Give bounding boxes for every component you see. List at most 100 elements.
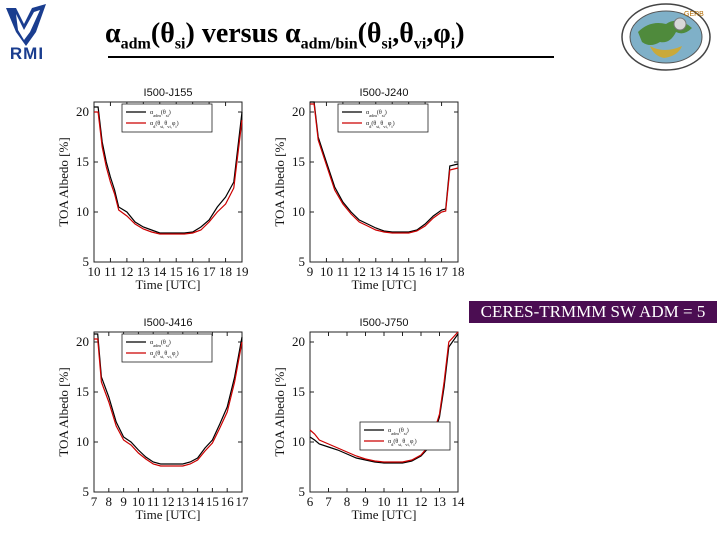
x-tick-label: 14 — [386, 264, 400, 279]
legend-label: αd(θsi,θvi,φi) — [150, 350, 179, 360]
x-axis-label: Time [UTC] — [136, 507, 201, 522]
y-tick-label: 15 — [292, 154, 305, 169]
x-tick-label: 8 — [106, 494, 113, 509]
page-title: αadm(θsi) versus αadm/bin(θsi,θvi,φi) — [105, 18, 625, 54]
title-part-5: ,θ — [392, 18, 414, 49]
chart-title: I500-J750 — [360, 317, 409, 329]
legend-box — [359, 421, 451, 451]
title-part-2: (θ — [150, 18, 175, 49]
x-tick-label: 8 — [344, 494, 351, 509]
y-tick-label: 20 — [76, 334, 89, 349]
series-line-adm-bin — [310, 103, 459, 234]
chart-title: I500-J416 — [144, 317, 193, 329]
x-tick-label: 13 — [176, 494, 189, 509]
x-tick-label: 9 — [120, 494, 127, 509]
legend-label: αadm(θsi) — [366, 109, 387, 118]
x-tick-label: 11 — [337, 264, 350, 279]
x-tick-label: 18 — [452, 264, 465, 279]
y-tick-label: 20 — [76, 104, 89, 119]
title-part-1: α — [105, 18, 121, 49]
x-tick-label: 17 — [435, 264, 449, 279]
x-tick-label: 7 — [325, 494, 332, 509]
title-underline — [108, 56, 554, 58]
title-part-7: ) — [455, 18, 465, 49]
title-sub-6: i — [450, 35, 456, 53]
ceres-adm-label: CERES-TRMMM SW ADM = 5 — [468, 300, 718, 324]
x-tick-label: 11 — [396, 494, 409, 509]
x-tick-label: 6 — [307, 494, 314, 509]
x-tick-label: 14 — [153, 264, 167, 279]
series-line-adm — [94, 333, 243, 465]
title-sub-5: vi — [413, 35, 427, 53]
x-tick-label: 9 — [307, 264, 314, 279]
series-line-adm — [310, 101, 459, 233]
legend-box — [121, 103, 213, 133]
gerb-logo: GERB — [621, 3, 711, 71]
y-tick-label: 5 — [83, 254, 90, 269]
y-tick-label: 5 — [83, 484, 90, 499]
x-tick-label: 19 — [236, 264, 249, 279]
x-tick-label: 18 — [219, 264, 232, 279]
chart-j750: I500-J750 6 7 8 9 10 11 12 13 14 5 10 15 20 Time [UTC]… — [272, 317, 466, 522]
x-tick-label: 13 — [433, 494, 446, 509]
y-tick-label: 15 — [76, 154, 89, 169]
x-tick-label: 7 — [91, 494, 98, 509]
x-axis-label: Time [UTC] — [136, 277, 201, 292]
legend-box — [337, 103, 429, 133]
x-tick-label: 10 — [88, 264, 101, 279]
x-tick-label: 10 — [132, 494, 145, 509]
y-axis-label: TOA Albedo [%] — [56, 367, 71, 456]
x-tick-label: 17 — [236, 494, 250, 509]
y-tick-label: 15 — [292, 384, 305, 399]
legend-label: αd(θsi,θvi,φi) — [150, 120, 179, 130]
rmi-logo-text: RMI — [9, 44, 45, 63]
title-part-6: ,φ — [426, 18, 451, 49]
legend-label: αadm(θsi) — [150, 109, 171, 118]
plot-frame — [309, 101, 459, 263]
x-tick-label: 12 — [162, 494, 175, 509]
legend-label: αd(θsi,θvi,φi) — [388, 438, 417, 448]
x-axis-label: Time [UTC] — [352, 507, 417, 522]
title-part-4: (θ — [357, 18, 382, 49]
legend-label: αadm(θsi) — [150, 339, 171, 348]
x-tick-label: 15 — [170, 264, 183, 279]
series-line-adm — [309, 333, 459, 464]
series-line-adm — [94, 106, 243, 234]
y-axis-label: TOA Albedo [%] — [56, 137, 71, 226]
y-tick-label: 20 — [292, 104, 305, 119]
x-tick-label: 14 — [452, 494, 466, 509]
chart-title: I500-J240 — [360, 87, 409, 99]
x-tick-label: 14 — [191, 494, 205, 509]
x-tick-label: 10 — [320, 264, 333, 279]
chart-title: I500-J155 — [144, 87, 193, 99]
x-tick-label: 15 — [206, 494, 219, 509]
x-tick-label: 16 — [186, 264, 200, 279]
x-tick-label: 12 — [353, 264, 366, 279]
x-tick-label: 13 — [369, 264, 382, 279]
x-tick-label: 16 — [221, 494, 235, 509]
x-axis-label: Time [UTC] — [352, 277, 417, 292]
title-sub-4: si — [381, 35, 393, 53]
x-tick-label: 12 — [415, 494, 428, 509]
y-tick-label: 10 — [292, 434, 305, 449]
legend-label: αadm(θsi) — [388, 427, 409, 436]
x-tick-label: 16 — [419, 264, 433, 279]
title-sub-2: si — [174, 35, 186, 53]
x-tick-label: 11 — [104, 264, 117, 279]
x-tick-label: 11 — [147, 494, 160, 509]
plot-frame — [309, 331, 459, 493]
y-tick-label: 10 — [76, 204, 89, 219]
title-sub-1: adm — [120, 35, 151, 53]
series-line-adm-bin — [94, 111, 243, 235]
y-tick-label: 10 — [292, 204, 305, 219]
y-tick-label: 5 — [299, 484, 306, 499]
x-tick-label: 15 — [402, 264, 415, 279]
y-tick-label: 15 — [76, 384, 89, 399]
legend-box — [121, 333, 213, 363]
x-tick-label: 12 — [120, 264, 133, 279]
series-line-adm-bin — [94, 338, 243, 467]
x-tick-label: 10 — [378, 494, 391, 509]
